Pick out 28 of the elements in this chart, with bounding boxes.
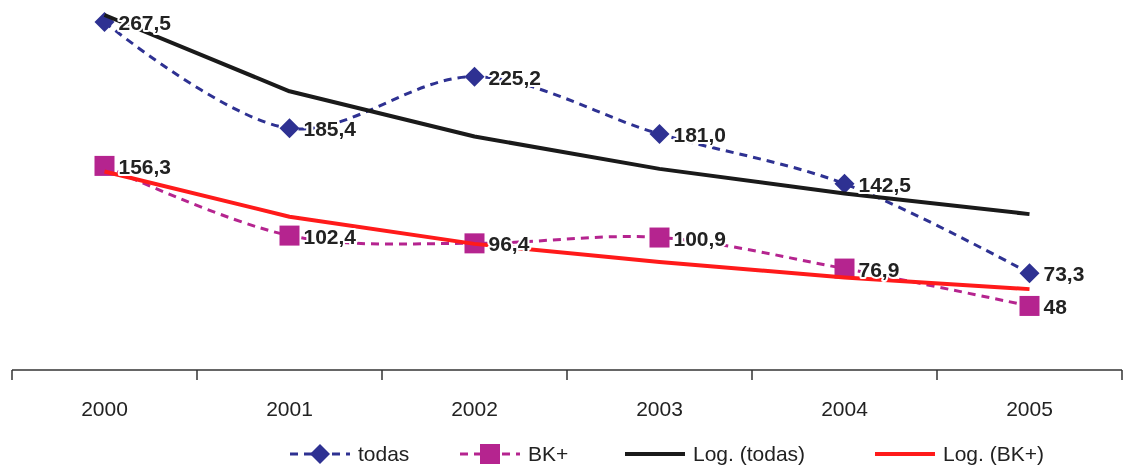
x-tick-label: 2005 bbox=[1006, 397, 1053, 420]
data-label: 48 bbox=[1043, 294, 1068, 318]
legend-label: todas bbox=[358, 442, 410, 465]
point bbox=[464, 66, 485, 87]
legend-label: BK+ bbox=[528, 442, 569, 465]
data-label: 142,5 bbox=[858, 172, 912, 196]
data-label: 156,3 bbox=[118, 154, 172, 178]
x-tick-label: 2002 bbox=[451, 397, 498, 420]
point bbox=[279, 225, 300, 246]
point bbox=[279, 118, 300, 139]
data-label: 102,4 bbox=[303, 224, 357, 248]
data-label: 76,9 bbox=[858, 257, 900, 281]
point bbox=[1019, 295, 1040, 316]
legend-label: Log. (BK+) bbox=[943, 442, 1044, 465]
data-label: 73,3 bbox=[1043, 262, 1085, 286]
x-tick-label: 2004 bbox=[821, 397, 869, 420]
legend-label: Log. (todas) bbox=[693, 442, 806, 465]
point bbox=[1019, 263, 1040, 284]
point bbox=[649, 227, 670, 248]
data-label: 225,2 bbox=[488, 65, 542, 89]
data-label: 185,4 bbox=[303, 117, 357, 141]
data-label: 181,0 bbox=[673, 122, 727, 146]
x-tick-label: 2003 bbox=[636, 397, 683, 420]
point bbox=[834, 173, 855, 194]
data-label: 100,9 bbox=[673, 226, 727, 250]
point bbox=[649, 123, 670, 144]
x-tick-label: 2001 bbox=[266, 397, 313, 420]
x-tick-label: 2000 bbox=[81, 397, 128, 420]
